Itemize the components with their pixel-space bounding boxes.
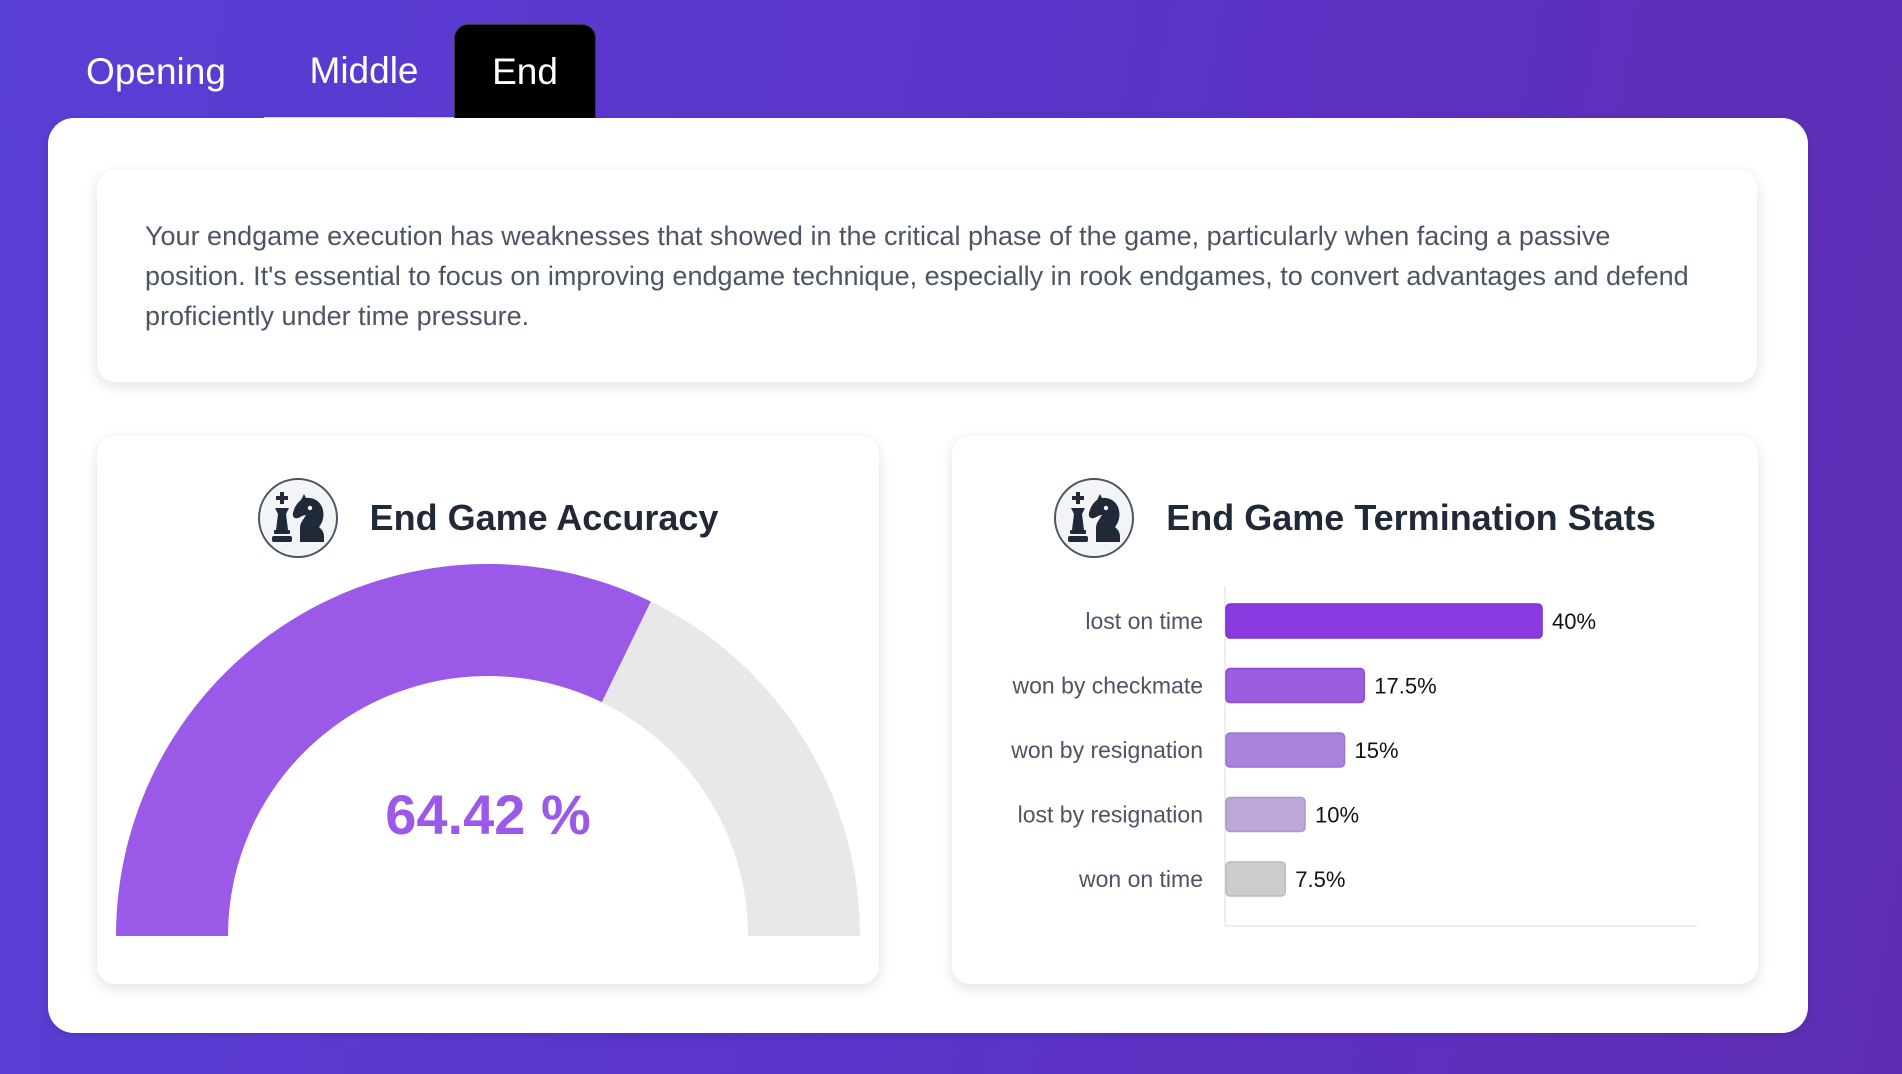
termination-bar [1225,732,1346,768]
termination-card: End Game Termination Stats lost on time 4… [952,436,1758,984]
bar-category-label: won on time [1078,866,1203,892]
termination-card-title: End Game Termination Stats [1166,497,1656,538]
tab-end[interactable]: End [454,24,596,119]
bar-value-label: 10% [1315,803,1359,828]
chess-pieces-icon [257,478,338,558]
bar-value-label: 15% [1355,738,1399,763]
gauge-track [601,601,860,936]
chess-pieces-icon [1054,478,1135,558]
accuracy-card: End Game Accuracy 64.42 % [97,436,879,984]
tab-middle[interactable]: Middle [264,24,464,119]
accuracy-value: 64.42 % [385,783,591,846]
summary-text: Your endgame execution has weaknesses th… [145,221,1689,331]
termination-bar-chart: lost on time 40% won by checkmate 17.5% won … [1010,586,1697,927]
termination-bar [1225,796,1306,833]
bar-value-label: 7.5% [1295,867,1345,892]
bar-category-label: won by resignation [1010,737,1203,763]
accuracy-card-header: End Game Accuracy [97,478,879,558]
termination-bar [1225,603,1543,639]
end-phase-panel: Your endgame execution has weaknesses th… [48,118,1808,1033]
gauge-fill [116,563,651,936]
tab-opening[interactable]: Opening [86,50,226,92]
termination-card-header: End Game Termination Stats [952,478,1758,558]
accuracy-gauge [116,563,860,936]
bar-category-label: won by checkmate [1012,673,1203,699]
bar-value-label: 17.5% [1374,674,1436,699]
accuracy-card-title: End Game Accuracy [369,497,719,538]
termination-bar [1225,667,1365,704]
bar-value-label: 40% [1552,609,1596,634]
bar-category-label: lost on time [1085,608,1203,634]
summary-card: Your endgame execution has weaknesses th… [97,170,1757,382]
termination-bar [1225,861,1286,897]
bar-category-label: lost by resignation [1018,802,1203,828]
